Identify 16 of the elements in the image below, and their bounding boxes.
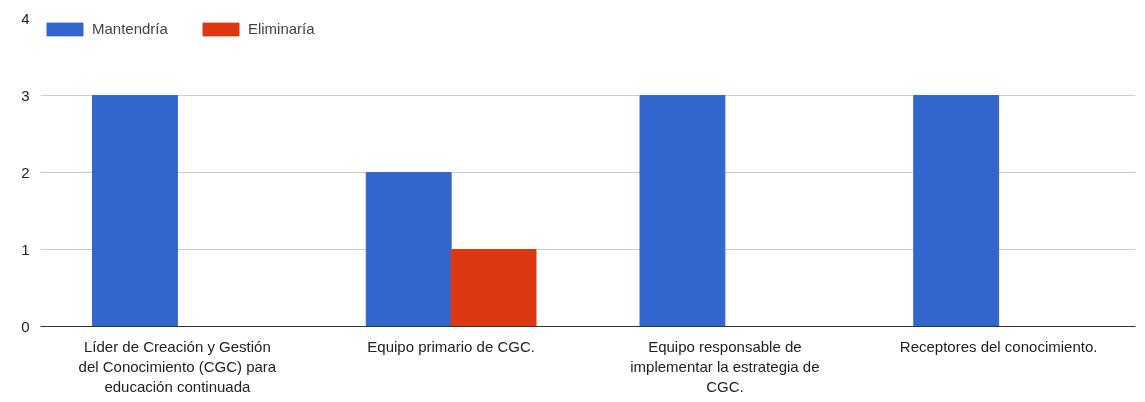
y-tick-label: 2 (21, 163, 30, 181)
legend-label: Eliminaría (247, 20, 315, 37)
legend-label: Mantendría (92, 20, 168, 37)
y-tick-label: 1 (21, 240, 30, 258)
x-tick-label: Equipo responsable de implementar la estrategia de CGC. (630, 337, 820, 396)
y-tick-label: 3 (21, 86, 30, 104)
y-tick-label: 0 (21, 317, 30, 335)
bar (450, 249, 537, 327)
bar (913, 95, 1000, 327)
bar (639, 95, 726, 327)
bar (365, 172, 452, 327)
x-tick-label: Receptores del conocimiento. (899, 337, 1098, 355)
bar (92, 95, 178, 327)
x-tick-label: Equipo primario de CGC. (367, 337, 535, 355)
x-tick-label: Líder de Creación y Gestión del Conocimiento (CGC) para educación continuada (78, 337, 277, 396)
y-tick-label: 4 (21, 9, 30, 27)
